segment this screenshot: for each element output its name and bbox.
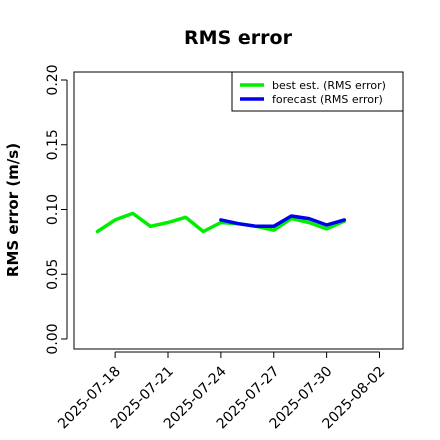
plot-frame <box>73 71 404 350</box>
series-line-forecast <box>219 214 347 229</box>
legend-label: best est. (RMS error) <box>272 79 386 92</box>
y-axis-label: RMS error (m/s) <box>4 143 22 277</box>
legend-label: forecast (RMS error) <box>272 93 383 106</box>
chart-title: RMS error <box>184 27 293 49</box>
y-tick-label: 0.00 <box>45 323 61 354</box>
legend-box <box>231 71 404 112</box>
y-axis: 0.00 0.05 0.10 0.15 0.20 <box>45 64 68 355</box>
y-tick-label: 0.10 <box>45 194 61 225</box>
series-line-best-est <box>95 211 347 234</box>
y-tick-label: 0.15 <box>45 129 61 160</box>
y-tick-label: 0.20 <box>45 64 61 95</box>
series-layer <box>95 211 347 234</box>
legend: best est. (RMS error)forecast (RMS error… <box>231 71 404 112</box>
x-axis: 2025-07-182025-07-212025-07-242025-07-27… <box>55 351 388 432</box>
y-tick-label: 0.05 <box>45 259 61 290</box>
